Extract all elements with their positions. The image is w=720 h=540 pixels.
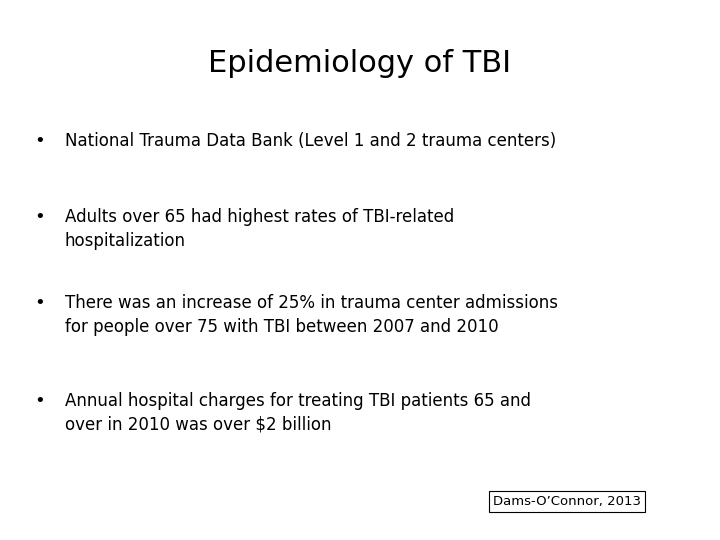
Text: •: •	[35, 132, 45, 150]
Text: Dams-O’Connor, 2013: Dams-O’Connor, 2013	[493, 495, 642, 508]
Text: •: •	[35, 294, 45, 312]
Text: Adults over 65 had highest rates of TBI-related
hospitalization: Adults over 65 had highest rates of TBI-…	[65, 208, 454, 249]
Text: There was an increase of 25% in trauma center admissions
for people over 75 with: There was an increase of 25% in trauma c…	[65, 294, 558, 336]
Text: Annual hospital charges for treating TBI patients 65 and
over in 2010 was over $: Annual hospital charges for treating TBI…	[65, 392, 531, 433]
Text: Epidemiology of TBI: Epidemiology of TBI	[208, 49, 512, 78]
Text: •: •	[35, 392, 45, 409]
Text: •: •	[35, 208, 45, 226]
Text: National Trauma Data Bank (Level 1 and 2 trauma centers): National Trauma Data Bank (Level 1 and 2…	[65, 132, 556, 150]
